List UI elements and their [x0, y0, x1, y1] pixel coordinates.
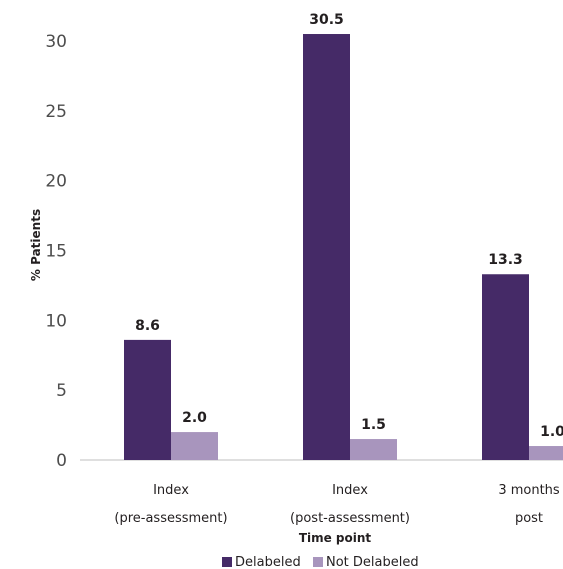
y-axis-title: % Patients: [29, 209, 43, 281]
data-label: 13.3: [488, 252, 523, 268]
y-tick-label: 20: [45, 172, 67, 192]
y-tick-label: 10: [45, 311, 67, 331]
legend-swatch: [313, 557, 323, 567]
y-tick-label: 15: [45, 242, 67, 262]
legend-label: Delabeled: [235, 555, 301, 569]
bars: 8.6 30.5 13.3 2.0 1.5 1.0: [124, 12, 563, 461]
legend: Delabeled Not Delabeled: [222, 555, 419, 569]
data-label: 1.5: [361, 417, 386, 433]
bar-not-delabeled: [529, 446, 563, 460]
x-tick-label: (post-assessment): [290, 511, 410, 526]
bar-delabeled: [303, 34, 350, 461]
y-tick-label: 5: [56, 381, 67, 401]
bar-delabeled: [482, 274, 529, 460]
x-tick-label: 3 months: [498, 483, 560, 498]
legend-label: Not Delabeled: [326, 555, 419, 569]
x-tick-label: Index: [153, 483, 189, 498]
bar-delabeled: [124, 339, 171, 460]
legend-swatch: [222, 557, 232, 567]
x-tick-label: (pre-assessment): [114, 511, 227, 526]
data-label: 1.0: [540, 424, 563, 440]
x-axis-title: Time point: [299, 531, 372, 545]
x-axis-categories: Index (pre-assessment) Index (post-assessme…: [114, 483, 560, 526]
bar-not-delabeled: [171, 432, 218, 460]
y-axis-ticks: 0 5 10 15 20 25 30: [45, 32, 67, 471]
y-tick-label: 25: [45, 102, 67, 122]
x-tick-label: Index: [332, 483, 368, 498]
y-tick-label: 0: [56, 451, 67, 471]
x-tick-label: post: [515, 511, 543, 526]
bar-not-delabeled: [350, 439, 397, 460]
y-tick-label: 30: [45, 32, 67, 52]
data-label: 8.6: [135, 318, 160, 334]
data-label: 30.5: [309, 12, 344, 28]
data-label: 2.0: [182, 410, 207, 426]
